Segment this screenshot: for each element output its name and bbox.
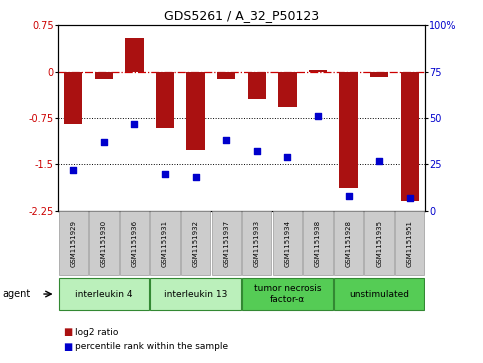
Point <box>100 139 108 145</box>
Point <box>406 195 413 200</box>
Bar <box>242 211 271 275</box>
Text: GSM1151951: GSM1151951 <box>407 220 413 267</box>
Text: GSM1151936: GSM1151936 <box>131 220 138 267</box>
Text: ■: ■ <box>63 342 72 352</box>
Text: GSM1151930: GSM1151930 <box>101 220 107 267</box>
Bar <box>370 72 388 77</box>
Bar <box>125 38 143 72</box>
Text: GSM1151931: GSM1151931 <box>162 220 168 267</box>
Text: agent: agent <box>2 289 30 299</box>
Text: unstimulated: unstimulated <box>349 290 409 298</box>
Bar <box>278 72 297 107</box>
Point <box>314 113 322 119</box>
Bar <box>89 211 118 275</box>
Text: GSM1151935: GSM1151935 <box>376 220 382 267</box>
Bar <box>303 211 333 275</box>
Bar <box>309 70 327 72</box>
Bar <box>156 72 174 129</box>
Bar <box>186 72 205 150</box>
Point <box>130 121 138 126</box>
Text: log2 ratio: log2 ratio <box>75 328 118 337</box>
Text: GDS5261 / A_32_P50123: GDS5261 / A_32_P50123 <box>164 9 319 22</box>
Bar <box>150 211 180 275</box>
Bar <box>58 278 149 310</box>
Bar <box>150 278 241 310</box>
Text: GSM1151937: GSM1151937 <box>223 220 229 267</box>
Point <box>192 174 199 180</box>
Text: GSM1151928: GSM1151928 <box>345 220 352 267</box>
Text: GSM1151933: GSM1151933 <box>254 220 260 267</box>
Bar <box>242 278 333 310</box>
Text: GSM1151934: GSM1151934 <box>284 220 290 267</box>
Text: ■: ■ <box>63 327 72 337</box>
Bar <box>334 278 425 310</box>
Bar <box>400 72 419 201</box>
Point <box>284 154 291 160</box>
Bar <box>64 72 83 124</box>
Text: interleukin 4: interleukin 4 <box>75 290 133 298</box>
Point <box>375 158 383 163</box>
Bar <box>120 211 149 275</box>
Point <box>253 148 261 154</box>
Point <box>345 193 353 199</box>
Bar <box>334 211 363 275</box>
Bar <box>217 72 235 79</box>
Bar <box>340 72 358 188</box>
Bar <box>181 211 210 275</box>
Point <box>161 171 169 176</box>
Point <box>70 167 77 173</box>
Text: tumor necrosis
factor-α: tumor necrosis factor-α <box>254 284 321 304</box>
Text: GSM1151929: GSM1151929 <box>70 220 76 267</box>
Text: interleukin 13: interleukin 13 <box>164 290 227 298</box>
Bar <box>273 211 302 275</box>
Bar <box>365 211 394 275</box>
Bar <box>248 72 266 99</box>
Bar <box>212 211 241 275</box>
Bar <box>395 211 425 275</box>
Bar <box>95 72 113 79</box>
Text: GSM1151938: GSM1151938 <box>315 220 321 267</box>
Text: percentile rank within the sample: percentile rank within the sample <box>75 342 228 351</box>
Bar <box>58 211 88 275</box>
Text: GSM1151932: GSM1151932 <box>193 220 199 267</box>
Point <box>222 137 230 143</box>
